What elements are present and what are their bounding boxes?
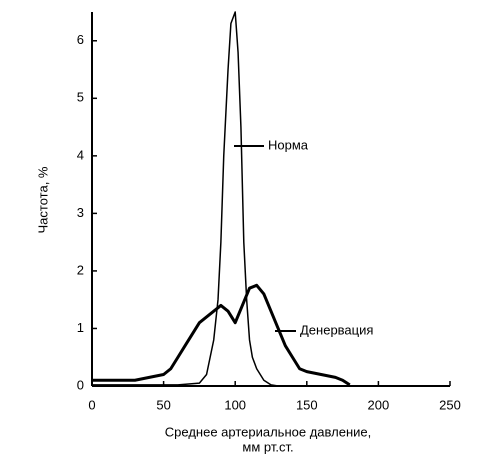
y-tick-label: 0 bbox=[77, 377, 84, 392]
y-axis-label: Частота, % bbox=[35, 166, 50, 233]
x-tick-label: 150 bbox=[296, 397, 318, 412]
y-tick-label: 5 bbox=[77, 90, 84, 105]
series-label: Денервация bbox=[300, 322, 373, 337]
y-tick-label: 4 bbox=[77, 147, 84, 162]
x-tick-label: 200 bbox=[368, 397, 390, 412]
series-line bbox=[92, 283, 351, 387]
x-tick-label: 250 bbox=[439, 397, 461, 412]
x-tick-label: 50 bbox=[156, 397, 170, 412]
y-tick-label: 6 bbox=[77, 32, 84, 47]
y-tick-label: 3 bbox=[77, 205, 84, 220]
series-label: Норма bbox=[268, 137, 309, 152]
x-axis-label: Среднее артериальное давление, bbox=[165, 424, 371, 439]
x-axis-label: мм рт.ст. bbox=[242, 439, 293, 454]
y-tick-label: 2 bbox=[77, 262, 84, 277]
y-tick-label: 1 bbox=[77, 320, 84, 335]
x-tick-label: 0 bbox=[88, 397, 95, 412]
x-tick-label: 100 bbox=[224, 397, 246, 412]
series-line bbox=[92, 11, 350, 387]
